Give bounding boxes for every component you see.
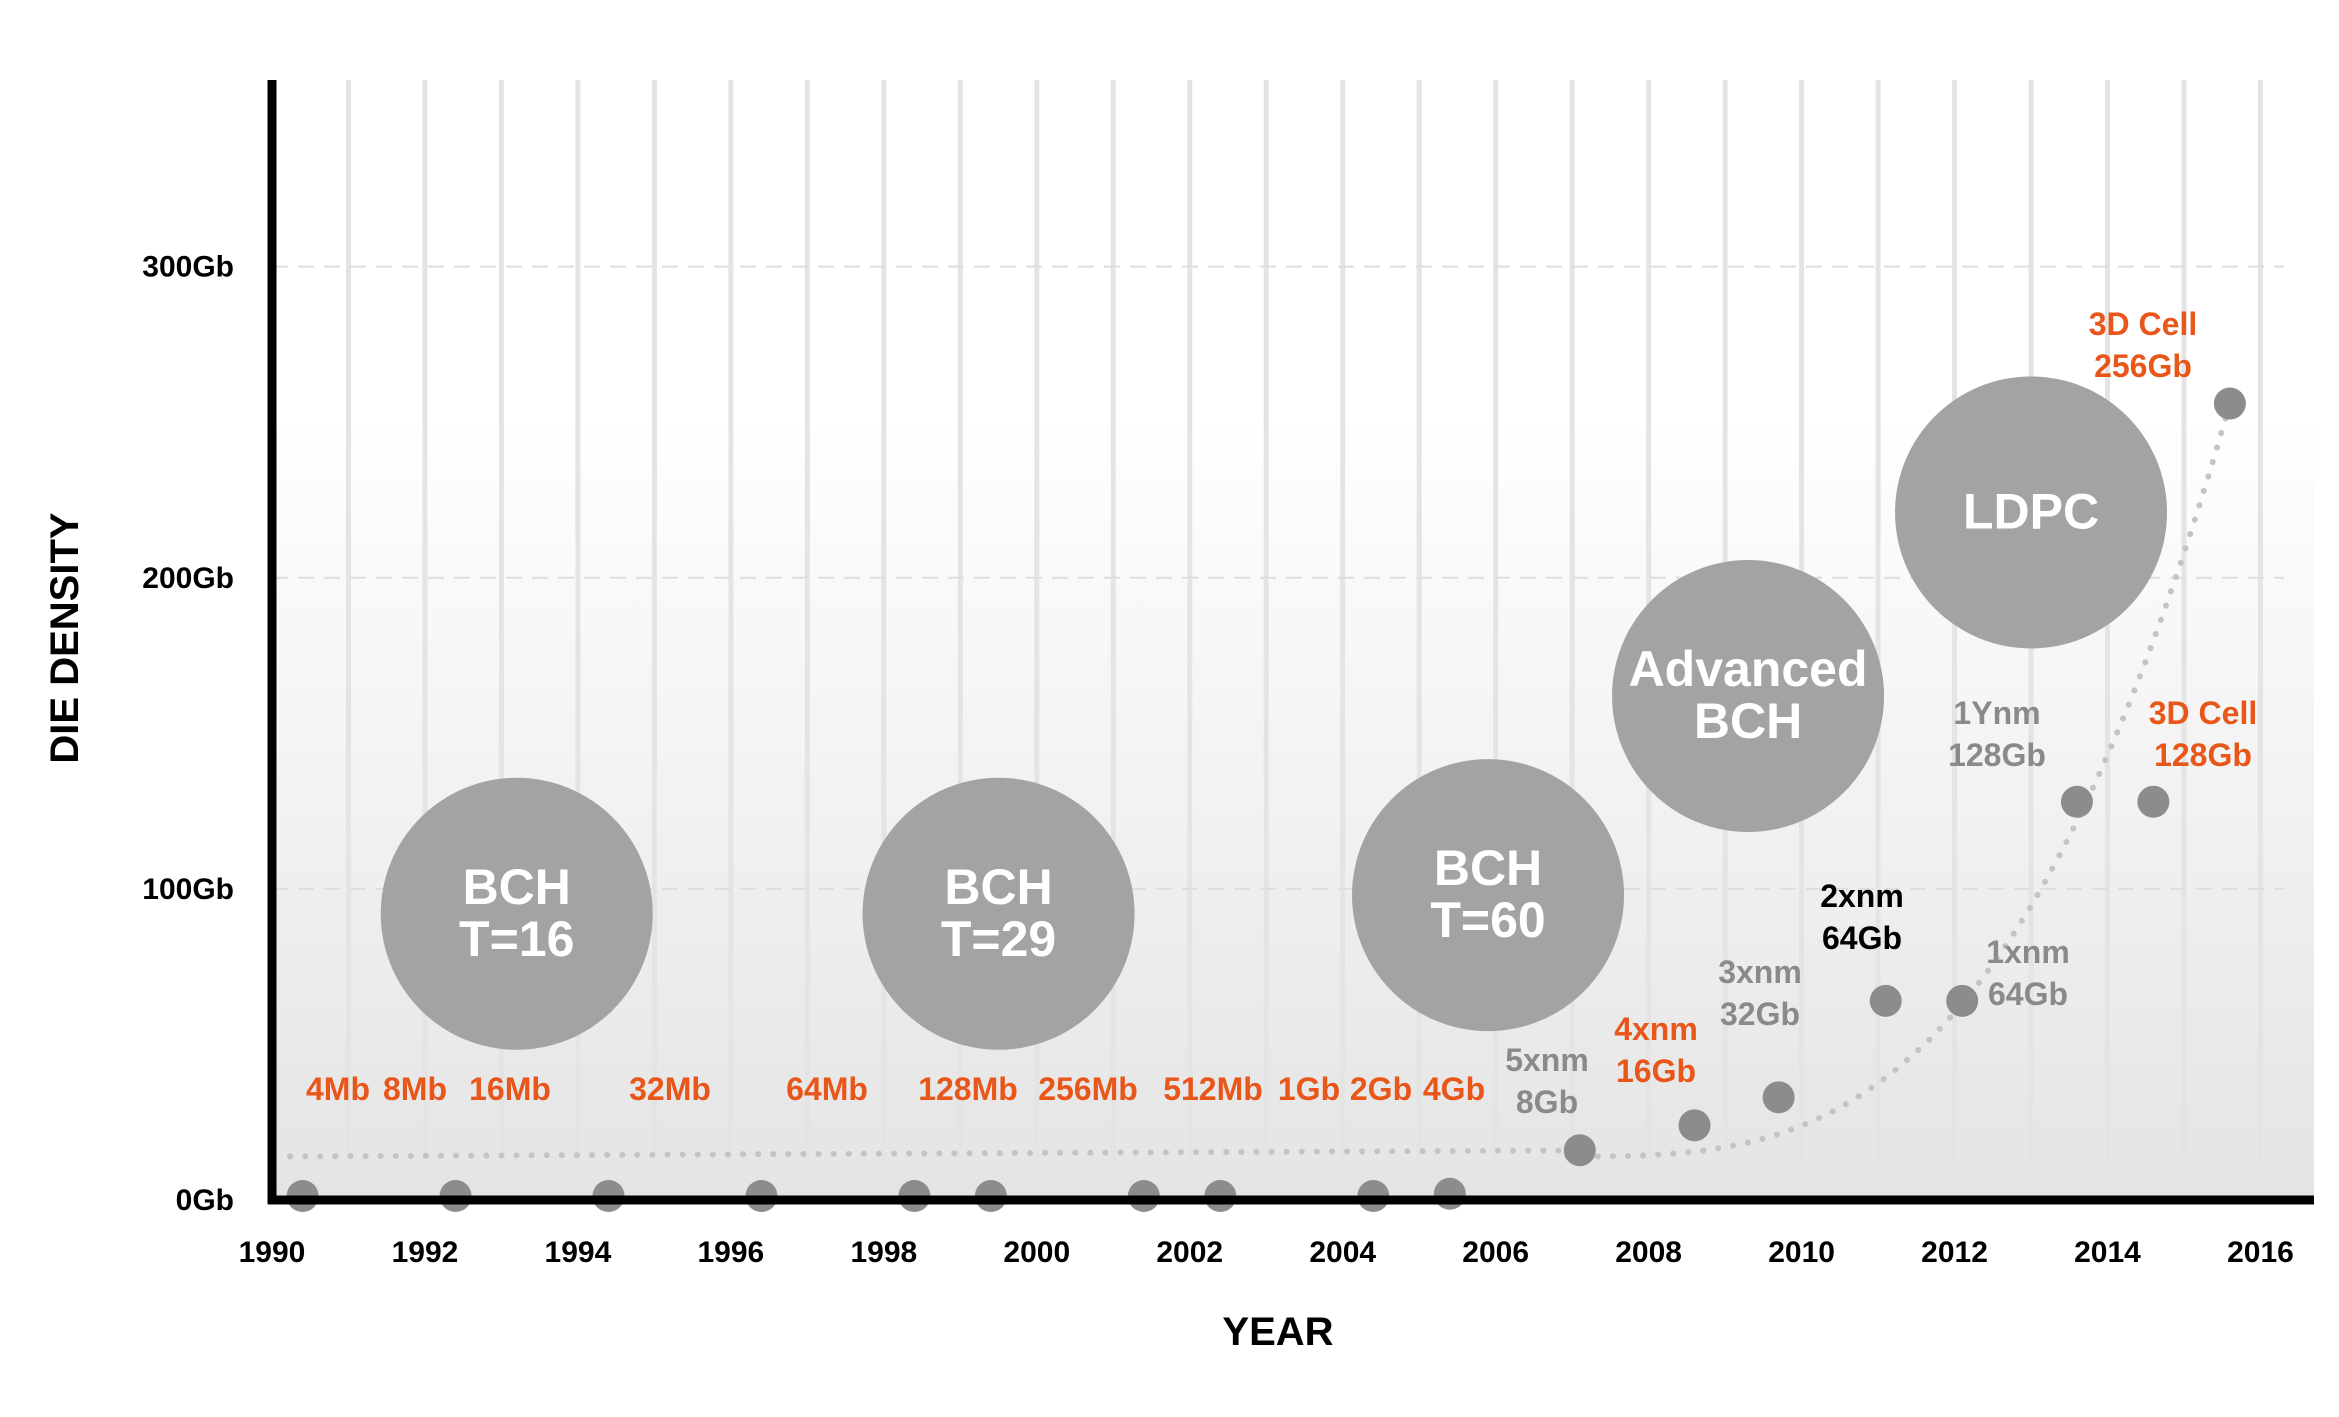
data-label: 2Gb (1350, 1071, 1412, 1107)
data-point (1678, 1109, 1711, 1142)
data-label: 64Gb (1988, 976, 2068, 1012)
ecc-bubble-label: BCH (1434, 840, 1542, 896)
x-tick-label: 2002 (1156, 1236, 1223, 1269)
data-label: 16Mb (469, 1071, 551, 1107)
data-point (2060, 785, 2093, 818)
ecc-bubble (862, 777, 1135, 1050)
x-axis-title: YEAR (1222, 1310, 1333, 1354)
data-label: 128Mb (918, 1071, 1018, 1107)
data-label: 1Ynm (1953, 695, 2040, 731)
data-point (1869, 984, 1902, 1017)
data-label: 8Gb (1516, 1084, 1578, 1120)
x-tick-label: 2006 (1462, 1236, 1529, 1269)
x-tick-label: 2016 (2227, 1236, 2294, 1269)
x-tick-label: 2004 (1309, 1236, 1376, 1269)
y-tick-label: 300Gb (142, 251, 234, 284)
x-tick-label: 2000 (1003, 1236, 1070, 1269)
data-label: 1xnm (1986, 934, 2070, 970)
point-labels: 4Mb 8Mb 16Mb 32Mb 64Mb 128Mb 256Mb 512Mb 1Gb 2Gb 4… (306, 306, 2257, 1120)
data-label: 4Mb (306, 1071, 370, 1107)
data-label: 64Mb (786, 1071, 868, 1107)
data-label: 3xnm (1718, 954, 1802, 990)
ecc-bubble (1352, 759, 1625, 1032)
y-axis-title: DIE DENSITY (43, 512, 87, 763)
data-label: 64Gb (1822, 920, 1902, 956)
y-tick-label: 0Gb (176, 1184, 234, 1217)
tick-labels: 0Gb 100Gb 200Gb 300Gb 1990 1992 1994 1996 1998 20… (142, 251, 2294, 1269)
ecc-bubble (1612, 560, 1885, 832)
data-point (1433, 1177, 1466, 1210)
data-label: 16Gb (1616, 1053, 1696, 1089)
data-label: 128Gb (1948, 737, 2046, 773)
ecc-bubble (380, 777, 653, 1050)
ecc-bubble-label: LDPC (1963, 483, 2099, 539)
ecc-bubble-label: BCH (944, 859, 1052, 915)
data-point (2213, 387, 2246, 420)
data-point (1563, 1134, 1596, 1167)
data-label: 32Mb (629, 1071, 711, 1107)
data-label: 2xnm (1820, 878, 1904, 914)
data-label: 1Gb (1278, 1071, 1340, 1107)
data-label: 4Gb (1423, 1071, 1485, 1107)
data-label: 3D Cell (2149, 695, 2257, 731)
ecc-bubble-label: BCH (1694, 693, 1802, 749)
data-label: 4xnm (1614, 1011, 1698, 1047)
ecc-bubble-label: T=29 (941, 911, 1056, 967)
data-label: 256Mb (1038, 1071, 1138, 1107)
ecc-bubble-label: T=60 (1430, 892, 1545, 948)
data-point (1946, 984, 1979, 1017)
x-tick-label: 2008 (1615, 1236, 1682, 1269)
x-tick-label: 1996 (698, 1236, 765, 1269)
data-point (1762, 1081, 1795, 1114)
x-tick-label: 2010 (1768, 1236, 1835, 1269)
x-tick-label: 2012 (1921, 1236, 1988, 1269)
x-tick-label: 1994 (545, 1236, 612, 1269)
axes (267, 80, 2314, 1205)
ecc-bubble-label: T=16 (459, 911, 574, 967)
data-label: 256Gb (2094, 348, 2192, 384)
x-tick-label: 1992 (392, 1236, 459, 1269)
data-label: 128Gb (2154, 737, 2252, 773)
y-tick-label: 200Gb (142, 562, 234, 595)
ecc-bubble-label: Advanced (1629, 641, 1868, 697)
y-tick-label: 100Gb (142, 873, 234, 906)
ecc-bubble (1895, 376, 2168, 649)
x-tick-label: 1998 (850, 1236, 917, 1269)
grid (272, 80, 2284, 1200)
data-label: 5xnm (1505, 1042, 1589, 1078)
x-tick-label: 1990 (239, 1236, 306, 1269)
data-label: 512Mb (1163, 1071, 1263, 1107)
ecc-bubble-label: BCH (463, 859, 571, 915)
x-tick-label: 2014 (2074, 1236, 2141, 1269)
data-label: 3D Cell (2089, 306, 2197, 342)
data-label: 32Gb (1720, 996, 1800, 1032)
data-label: 8Mb (383, 1071, 447, 1107)
data-point (2137, 785, 2170, 818)
